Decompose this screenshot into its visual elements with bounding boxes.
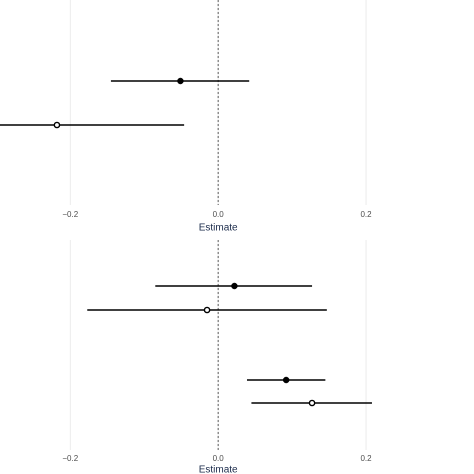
x-tick-label: 0.0 — [213, 454, 225, 463]
estimate-point — [53, 121, 61, 129]
estimate-point — [203, 306, 211, 314]
x-tick-label: −0.2 — [62, 210, 78, 219]
estimate-point — [282, 376, 290, 384]
estimate-point — [308, 399, 316, 407]
x-tick-label: 0.2 — [360, 210, 372, 219]
estimate-point — [231, 282, 238, 290]
x-tick-label: 0.0 — [213, 210, 225, 219]
x-axis-title: Estimate — [199, 465, 238, 474]
x-tick-label: −0.2 — [62, 454, 78, 463]
x-axis-title: Estimate — [199, 223, 238, 234]
x-tick-label: 0.2 — [360, 454, 372, 463]
estimate-point — [177, 77, 184, 85]
